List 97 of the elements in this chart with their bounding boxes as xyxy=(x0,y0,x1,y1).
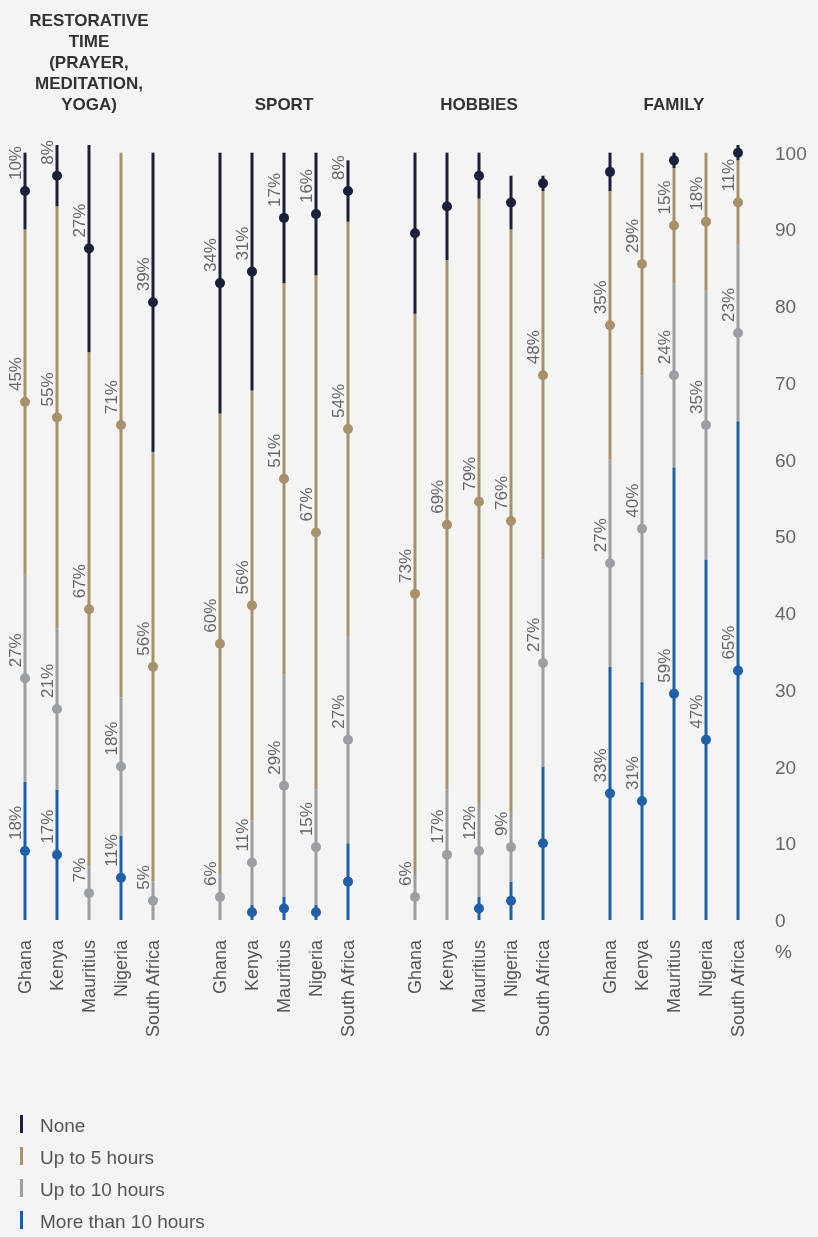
data-label: 27% xyxy=(329,694,348,729)
data-label: 34% xyxy=(201,238,220,273)
y-tick-label: 30 xyxy=(775,679,797,701)
data-label: 59% xyxy=(655,648,674,683)
legend-label: More than 10 hours xyxy=(40,1211,205,1232)
x-tick-label: Nigeria xyxy=(501,939,521,998)
data-label: 54% xyxy=(329,383,348,418)
data-label: 69% xyxy=(428,479,447,514)
data-label: 79% xyxy=(460,456,479,491)
x-tick-label: Ghana xyxy=(15,939,35,995)
x-tick-label: Mauritius xyxy=(274,940,294,1014)
data-label: 17% xyxy=(38,809,57,844)
x-tick-label: Nigeria xyxy=(306,939,326,998)
y-tick-label: 80 xyxy=(775,296,797,318)
data-label: 55% xyxy=(38,372,57,407)
chart-title: SPORT xyxy=(254,95,314,114)
data-label: 29% xyxy=(265,740,284,775)
x-tick-label: Mauritius xyxy=(664,940,684,1014)
data-label: 65% xyxy=(719,625,738,660)
chart-title: HOBBIES xyxy=(440,95,518,114)
data-label: 11% xyxy=(102,834,121,867)
data-label: 35% xyxy=(591,280,610,315)
x-tick-label: Kenya xyxy=(437,939,457,992)
data-label: 47% xyxy=(687,694,706,729)
x-tick-label: Nigeria xyxy=(111,939,131,998)
data-label: 31% xyxy=(233,226,252,261)
x-tick-label: Ghana xyxy=(600,939,620,995)
data-label: 10% xyxy=(6,146,25,181)
x-tick-label: Mauritius xyxy=(469,940,489,1014)
y-tick-label: 50 xyxy=(775,526,797,548)
y-tick-label: 10 xyxy=(775,833,797,855)
data-label: 9% xyxy=(492,811,511,837)
data-label: 31% xyxy=(623,756,642,791)
legend-label: Up to 10 hours xyxy=(40,1179,165,1200)
data-label: 5% xyxy=(134,865,153,890)
data-label: 40% xyxy=(623,483,642,518)
chart-title: FAMILY xyxy=(643,95,706,114)
legend-label: Up to 5 hours xyxy=(40,1147,155,1168)
data-label: 48% xyxy=(524,330,543,365)
data-label: 15% xyxy=(655,180,674,215)
data-label: 71% xyxy=(102,380,121,415)
y-tick-label: 100 xyxy=(775,142,807,164)
x-tick-label: Nigeria xyxy=(696,939,716,998)
y-tick-label: 60 xyxy=(775,449,797,471)
y-tick-label: 40 xyxy=(775,603,797,625)
data-label: 16% xyxy=(297,169,316,204)
x-tick-label: Kenya xyxy=(242,939,262,992)
y-tick-label: 0 xyxy=(775,910,786,931)
data-label: 51% xyxy=(265,433,284,468)
data-label: 45% xyxy=(6,357,25,392)
chart-title: RESTORATIVE TIME (PRAYER, MEDITATION, YOGA) xyxy=(29,11,149,114)
x-tick-label: South Africa xyxy=(533,939,553,1038)
x-tick-label: South Africa xyxy=(728,939,748,1038)
y-tick-label: 90 xyxy=(775,219,797,241)
data-label: 8% xyxy=(38,140,57,165)
x-tick-label: Kenya xyxy=(47,939,67,992)
y-axis-title: % xyxy=(775,941,792,962)
data-label: 8% xyxy=(329,155,348,181)
data-label: 15% xyxy=(297,802,316,837)
data-label: 67% xyxy=(70,564,89,599)
data-label: 33% xyxy=(591,748,610,783)
y-tick-label: 70 xyxy=(775,372,797,394)
data-label: 11% xyxy=(233,818,252,852)
data-label: 56% xyxy=(134,621,153,656)
data-label: 27% xyxy=(591,518,610,553)
data-label: 27% xyxy=(524,617,543,652)
data-label: 21% xyxy=(38,663,57,698)
data-label: 6% xyxy=(396,861,415,886)
data-label: 39% xyxy=(134,257,153,292)
data-label: 11% xyxy=(719,158,738,192)
x-tick-label: Ghana xyxy=(210,939,230,995)
data-label: 23% xyxy=(719,287,738,322)
data-label: 6% xyxy=(201,861,220,886)
x-tick-label: Mauritius xyxy=(79,940,99,1014)
x-tick-label: Ghana xyxy=(405,939,425,995)
x-tick-label: Kenya xyxy=(632,939,652,992)
data-label: 17% xyxy=(265,172,284,207)
legend-label: None xyxy=(40,1115,86,1136)
data-label: 7% xyxy=(70,857,89,883)
data-label: 56% xyxy=(233,560,252,595)
data-label: 35% xyxy=(687,380,706,415)
data-label: 76% xyxy=(492,475,511,510)
data-label: 12% xyxy=(460,805,479,840)
data-label: 18% xyxy=(687,176,706,211)
data-label: 18% xyxy=(102,721,121,756)
data-label: 73% xyxy=(396,548,415,583)
data-label: 27% xyxy=(6,633,25,668)
data-label: 67% xyxy=(297,487,316,522)
x-tick-label: South Africa xyxy=(143,939,163,1038)
data-label: 60% xyxy=(201,598,220,633)
data-label: 24% xyxy=(655,330,674,365)
y-tick-label: 20 xyxy=(775,756,797,778)
data-label: 27% xyxy=(70,203,89,238)
x-tick-label: South Africa xyxy=(338,939,358,1038)
data-label: 29% xyxy=(623,218,642,253)
data-label: 18% xyxy=(6,805,25,840)
data-label: 17% xyxy=(428,809,447,844)
